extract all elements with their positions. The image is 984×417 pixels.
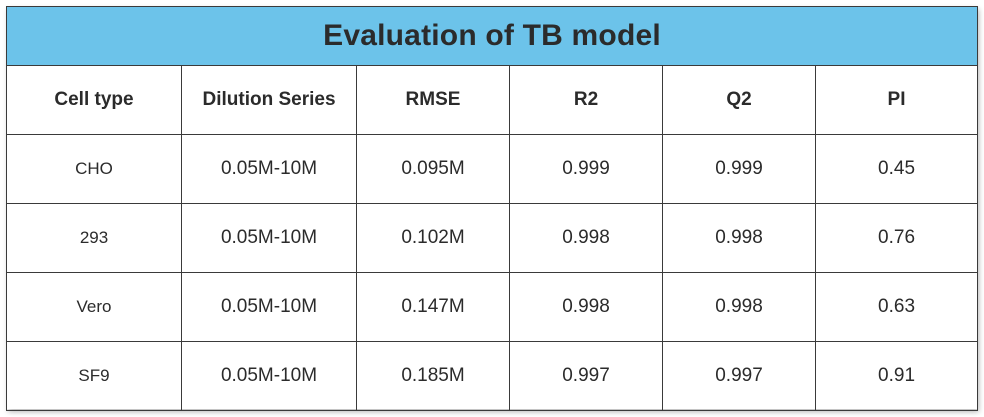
table-cell-pi: 0.76: [814, 203, 979, 273]
header-row: Cell type Dilution Series RMSE R2 Q2 PI: [6, 65, 979, 135]
table-cell-q2: 0.999: [662, 134, 816, 204]
table-cell-rmse: 0.147M: [356, 272, 510, 342]
table-cell-dilution-series: 0.05M-10M: [181, 203, 357, 273]
table-cell-r2: 0.998: [509, 272, 663, 342]
table-cell-pi: 0.63: [814, 272, 979, 342]
table-cell-rmse: 0.102M: [356, 203, 510, 273]
table-cell-pi: 0.45: [814, 134, 979, 204]
table-cell-dilution-series: 0.05M-10M: [181, 134, 357, 204]
table-cell-dilution-series: 0.05M-10M: [181, 272, 357, 342]
table-cell-q2: 0.998: [662, 203, 816, 273]
table-cell-r2: 0.999: [509, 134, 663, 204]
table-cell-q2: 0.998: [662, 272, 816, 342]
column-header-cell-type: Cell type: [6, 65, 182, 135]
table-cell-rmse: 0.095M: [356, 134, 510, 204]
column-header-q2: Q2: [662, 65, 816, 135]
evaluation-table-frame: Evaluation of TB model Cell type Dilutio…: [5, 6, 979, 411]
table-cell-cell-type: Vero: [6, 272, 182, 342]
table-cell-cell-type: 293: [6, 203, 182, 273]
column-header-r2: R2: [509, 65, 663, 135]
table-cell-cell-type: SF9: [6, 341, 182, 411]
table-cell-cell-type: CHO: [6, 134, 182, 204]
table-row: SF9 0.05M-10M 0.185M 0.997 0.997 0.91: [6, 341, 979, 411]
table-title: Evaluation of TB model: [5, 6, 979, 66]
table-cell-r2: 0.998: [509, 203, 663, 273]
table-cell-rmse: 0.185M: [356, 341, 510, 411]
column-header-pi: PI: [814, 65, 979, 135]
table-cell-dilution-series: 0.05M-10M: [181, 341, 357, 411]
table-row: 293 0.05M-10M 0.102M 0.998 0.998 0.76: [6, 203, 979, 273]
table-cell-r2: 0.997: [509, 341, 663, 411]
column-header-dilution-series: Dilution Series: [181, 65, 357, 135]
table-row: CHO 0.05M-10M 0.095M 0.999 0.999 0.45: [6, 134, 979, 204]
table-cell-pi: 0.91: [814, 341, 979, 411]
table-cell-q2: 0.997: [662, 341, 816, 411]
title-row: Evaluation of TB model: [5, 6, 979, 66]
column-header-rmse: RMSE: [356, 65, 510, 135]
table-row: Vero 0.05M-10M 0.147M 0.998 0.998 0.63: [6, 272, 979, 342]
evaluation-table: Evaluation of TB model Cell type Dilutio…: [5, 6, 979, 411]
